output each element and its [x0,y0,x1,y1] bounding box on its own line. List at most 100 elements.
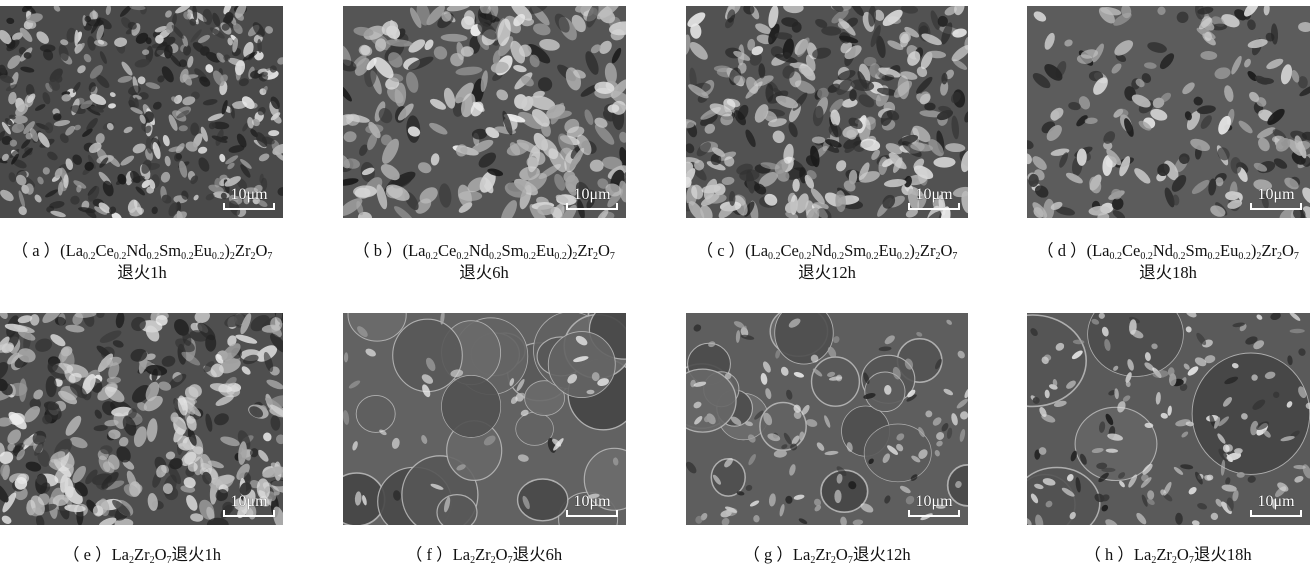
panel-label: （ d ） [1037,241,1087,260]
formula-subscript: 7 [1293,251,1299,262]
formula-text: La [1133,545,1152,564]
formula-text: Eu [878,241,897,260]
panel-label: （ h ） [1084,545,1134,564]
caption-e: （ e ）La2Zr2O7退火1h [0,544,342,566]
formula-text: O [1281,241,1294,260]
formula-subscript: 0.2 [768,251,781,262]
caption-condition: 退火6h [512,545,563,564]
caption-line1: （ a ）(La0.2Ce0.2Nd0.2Sm0.2Eu0.2)2Zr2O7 [0,240,342,262]
sem-image-f [343,313,626,525]
formula-text: Nd [811,241,832,260]
caption-b: （ b ）(La0.2Ce0.2Nd0.2Sm0.2Eu0.2)2Zr2O7 退火… [284,240,684,284]
scale-bar-label: 10μm [915,186,953,203]
panel-label: （ b ） [353,241,403,260]
formula-subscript: 7 [1188,555,1194,566]
scale-bar-label: 10μm [230,493,268,510]
formula-subscript: 0.2 [489,251,502,262]
sem-image-h [1027,313,1310,525]
sem-panel-d: 10μm [1027,6,1310,218]
scale-bar-h: 10μm [1250,493,1302,517]
scale-bar-label: 10μm [573,186,611,203]
formula-text: Eu [536,241,555,260]
formula-subscript: 7 [267,251,273,262]
scale-bar-f: 10μm [566,493,618,517]
formula-subscript: 7 [507,555,513,566]
formula-text: La [792,545,811,564]
scale-bar-label: 10μm [573,493,611,510]
panel-label: （ a ） [11,241,61,260]
formula-text: (La [60,241,84,260]
formula-subscript: 2 [810,555,816,566]
formula-subscript: 0.2 [1173,251,1186,262]
sem-panel-a: 10μm [0,6,283,218]
formula-text: Zr [234,241,251,260]
formula-text: Eu [193,241,212,260]
caption-c: （ c ）(La0.2Ce0.2Nd0.2Sm0.2Eu0.2)2Zr2O7 退火… [627,240,1027,284]
formula-text: Sm [844,241,867,260]
sem-image-a [0,6,283,218]
caption-condition: 退火12h [798,263,856,282]
sem-panel-h: 10μm [1027,313,1310,525]
formula-subscript: 0.2 [211,251,225,262]
formula-subscript: 0.2 [181,251,194,262]
formula-text: O [1176,545,1189,564]
formula-subscript: 7 [952,251,958,262]
formula-subscript: 0.2 [554,251,567,262]
formula-text: Sm [1185,241,1208,260]
sem-panel-c: 10μm [686,6,968,218]
formula-text: Zr [577,241,593,260]
formula-text: O [154,545,167,564]
formula-text: O [255,241,268,260]
formula-text: La [111,545,129,564]
sem-image-b [343,6,626,218]
formula-text: Zr [475,545,491,564]
formula-subscript: 2 [490,555,496,566]
formula-text: Zr [1156,545,1172,564]
formula-subscript: 7 [609,251,615,262]
formula-subscript: 0.2 [456,251,469,262]
formula-text: (La [1086,241,1110,260]
caption-g: （ g ）La2Zr2O7退火12h [627,544,1027,566]
scale-bar-b: 10μm [566,186,618,210]
caption-f: （ f ）La2Zr2O7退火6h [284,544,684,566]
formula-subscript: 2 [572,251,578,262]
caption-d: （ d ）(La0.2Ce0.2Nd0.2Sm0.2Eu0.2)2Zr2O7 退火… [968,240,1310,284]
formula-text: La [452,545,471,564]
sem-panel-f: 10μm [343,313,626,525]
formula-subscript: 0.2 [523,251,537,262]
scale-bar-label: 10μm [915,493,953,510]
formula-subscript: 0.2 [1140,251,1153,262]
formula-subscript: 0.2 [113,251,127,262]
formula-subscript: 2 [128,555,134,566]
formula-subscript: 0.2 [146,251,160,262]
caption-condition: 退火18h [1193,545,1252,564]
sem-image-e [0,313,283,525]
caption-line1: （ f ）La2Zr2O7退火6h [284,544,684,566]
formula-subscript: 0.2 [425,251,439,262]
formula-subscript: 7 [847,555,853,566]
formula-text: Zr [1261,241,1277,260]
formula-subscript: 0.2 [1207,251,1221,262]
formula-text: O [940,241,953,260]
sem-image-c [686,6,968,218]
formula-subscript: 0.2 [896,251,910,262]
caption-condition: 退火12h [852,545,911,564]
formula-text: Zr [815,545,831,564]
formula-subscript: 2 [250,251,256,262]
formula-text: Nd [126,241,147,260]
sem-panel-e: 10μm [0,313,283,525]
formula-subscript: 0.2 [1109,251,1123,262]
formula-text: ) [909,241,915,260]
sem-panel-b: 10μm [343,6,626,218]
scale-bar-g: 10μm [908,493,960,517]
caption-condition: 退火1h [171,545,221,564]
formula-text: (La [745,241,769,260]
panel-label: （ g ） [743,545,793,564]
caption-line1: （ h ）La2Zr2O7退火18h [968,544,1310,566]
formula-text: Sm [501,241,524,260]
sem-panel-g: 10μm [686,313,968,525]
caption-h: （ h ）La2Zr2O7退火18h [968,544,1310,566]
caption-line1: （ b ）(La0.2Ce0.2Nd0.2Sm0.2Eu0.2)2Zr2O7 [284,240,684,262]
formula-subscript: 2 [935,251,941,262]
formula-text: O [597,241,610,260]
